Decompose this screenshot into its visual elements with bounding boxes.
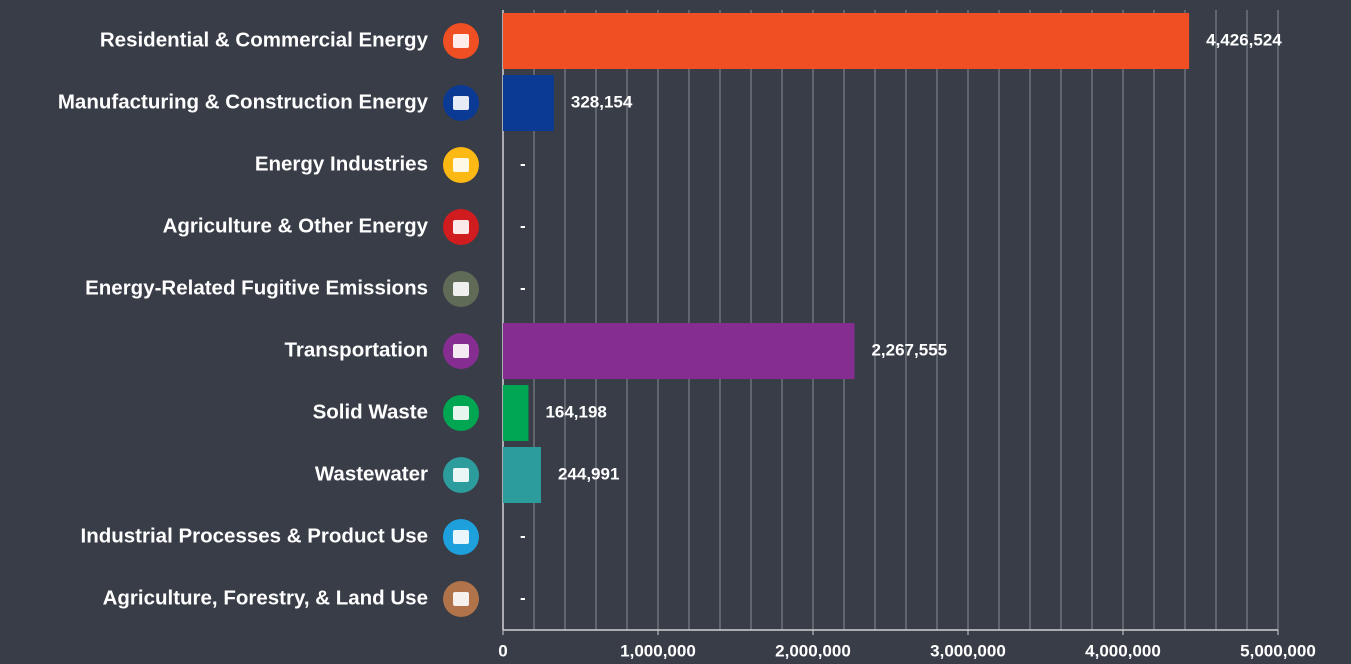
bar [503,323,855,379]
value-label: 4,426,524 [1206,30,1282,49]
x-tick-label: 3,000,000 [930,641,1006,660]
category-label: Energy-Related Fugitive Emissions [85,276,428,299]
icon-glyph [453,468,469,482]
value-label: - [520,216,526,235]
icon-glyph [453,344,469,358]
value-label: 328,154 [571,92,633,111]
icon-glyph [453,220,469,234]
bar [503,75,554,131]
category-label: Solid Waste [313,400,428,423]
value-label: - [520,526,526,545]
category-label: Energy Industries [255,152,428,175]
value-label: - [520,154,526,173]
value-label: - [520,588,526,607]
value-label: - [520,278,526,297]
x-tick-label: 2,000,000 [775,641,851,660]
value-label: 244,991 [558,464,619,483]
category-label: Transportation [284,338,428,361]
category-label: Agriculture, Forestry, & Land Use [103,586,428,609]
bar [503,447,541,503]
bar [503,385,529,441]
category-label: Manufacturing & Construction Energy [58,90,429,113]
category-label: Agriculture & Other Energy [163,214,429,237]
value-label: 164,198 [545,402,606,421]
icon-glyph [453,34,469,48]
icon-glyph [453,282,469,296]
x-tick-label: 5,000,000 [1240,641,1316,660]
category-label: Industrial Processes & Product Use [81,524,428,547]
x-tick-label: 4,000,000 [1085,641,1161,660]
icon-glyph [453,406,469,420]
icon-glyph [453,592,469,606]
icon-glyph [453,96,469,110]
x-tick-label: 0 [498,641,507,660]
icon-glyph [453,530,469,544]
category-label: Residential & Commercial Energy [100,28,429,51]
bar [503,13,1190,69]
x-tick-label: 1,000,000 [620,641,696,660]
icon-glyph [453,158,469,172]
value-label: 2,267,555 [871,340,947,359]
category-label: Wastewater [315,462,428,485]
